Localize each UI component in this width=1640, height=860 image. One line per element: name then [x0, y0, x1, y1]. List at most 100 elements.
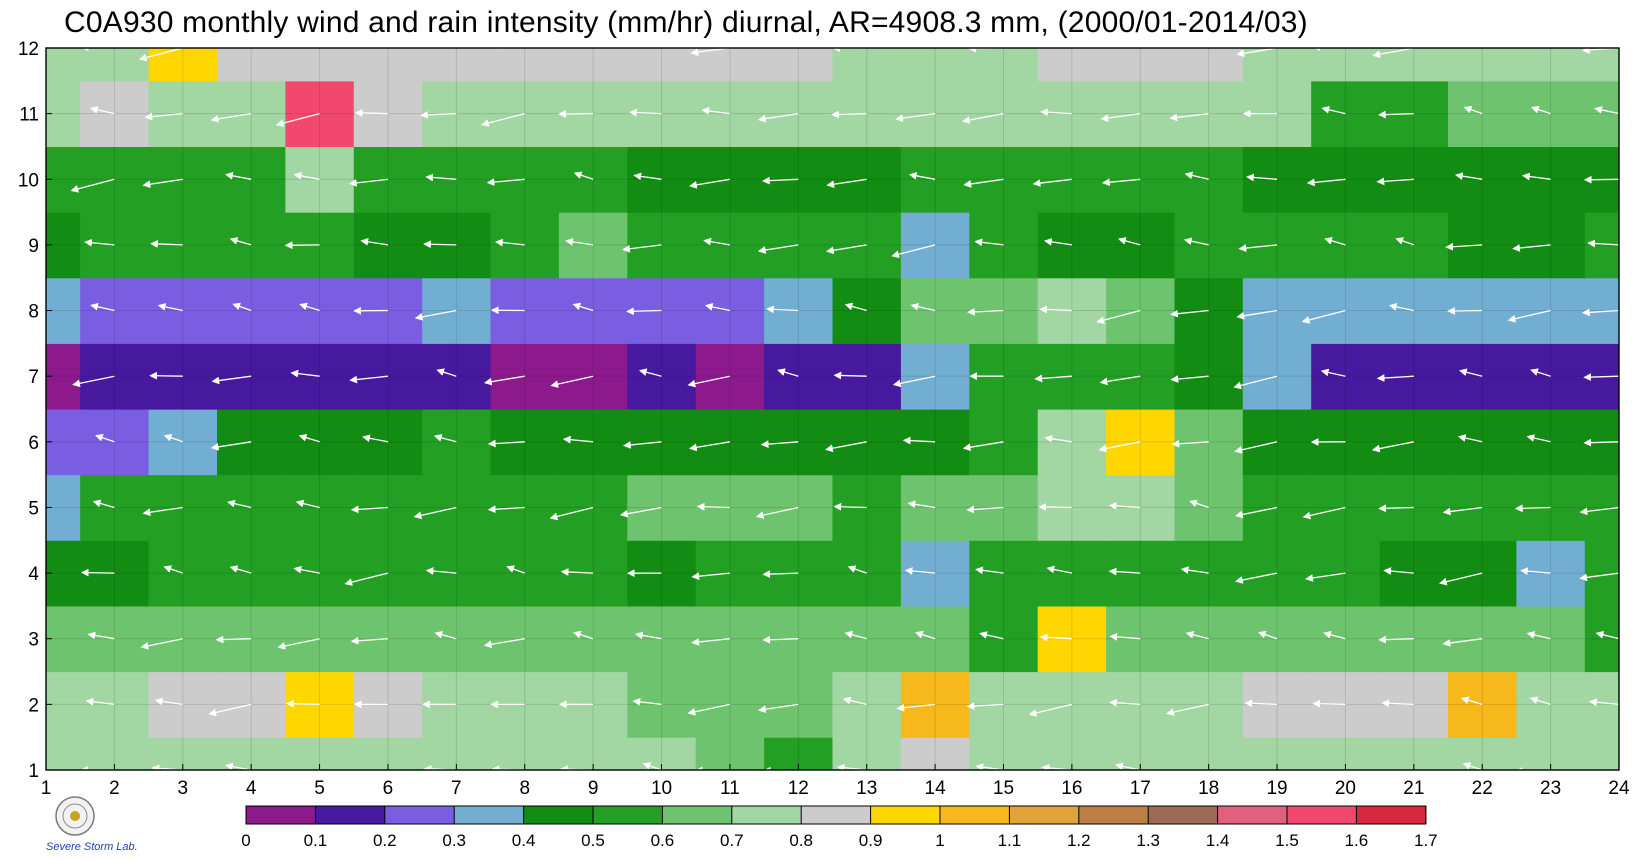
contour-cell: [422, 146, 492, 213]
wind-arrow: [286, 699, 320, 708]
contour-cell: [1174, 277, 1244, 344]
wind-arrow: [1458, 368, 1483, 377]
x-tick-label: 20: [1335, 778, 1356, 799]
colorbar-swatch: [1356, 806, 1427, 824]
wind-arrow: [1594, 106, 1619, 115]
contour-cell: [422, 474, 492, 541]
colorbar-swatch: [662, 806, 733, 824]
contour-cell: [285, 671, 355, 738]
wind-arrow: [825, 244, 867, 255]
wind-arrow: [1115, 762, 1141, 770]
contour-plot-area: [46, 48, 1619, 770]
contour-cell: [969, 277, 1039, 344]
contour-cell: [832, 671, 902, 738]
wind-arrow: [1101, 178, 1141, 187]
contour-cell: [558, 343, 628, 410]
colorbar-swatch: [593, 806, 663, 824]
contour-cell: [832, 343, 902, 410]
wind-arrow: [910, 302, 936, 312]
x-tick-label: 22: [1472, 778, 1493, 799]
wind-arrow: [703, 237, 731, 246]
contour-cell: [1584, 48, 1619, 82]
wind-arrow: [1463, 105, 1483, 115]
wind-arrow: [626, 307, 662, 316]
contour-cell: [832, 48, 902, 82]
wind-arrow: [1378, 635, 1414, 644]
wind-arrow: [1376, 374, 1414, 382]
contour-cell: [627, 212, 697, 279]
contour-cell: [148, 212, 218, 279]
wind-arrow: [892, 375, 936, 388]
wind-arrow: [974, 238, 1004, 247]
contour-cell: [1379, 48, 1449, 82]
wind-arrow: [1098, 441, 1141, 453]
contour-cell: [627, 474, 697, 541]
contour-cell: [1311, 277, 1381, 344]
wind-arrow: [1099, 375, 1141, 386]
wind-arrow: [85, 697, 115, 706]
wind-arrow: [1183, 237, 1209, 246]
contour-cell: [1106, 212, 1176, 279]
y-tick-label: 4: [28, 564, 39, 585]
wind-arrow: [425, 173, 457, 182]
contour-cell: [217, 48, 286, 82]
wind-arrow: [232, 302, 252, 312]
contour-cell: [900, 671, 970, 738]
wind-arrow: [1238, 244, 1278, 252]
wind-arrow: [762, 570, 799, 578]
contour-cell: [695, 540, 765, 607]
wind-arrow: [506, 565, 525, 574]
contour-cell: [422, 605, 492, 673]
wind-arrow: [622, 244, 662, 253]
wind-arrow: [1438, 572, 1483, 586]
contour-cell: [1242, 212, 1312, 279]
wind-arrow: [1108, 698, 1141, 707]
contour-cell: [969, 671, 1039, 738]
colorbar-tick-label: 1.1: [998, 831, 1022, 850]
contour-cell: [1106, 474, 1176, 541]
wind-arrow: [1454, 172, 1483, 180]
wind-arrow: [1529, 696, 1551, 706]
contour-cell: [627, 343, 697, 410]
wind-arrow: [1034, 374, 1072, 383]
wind-arrow: [962, 441, 1004, 452]
wind-arrow: [963, 178, 1004, 188]
wind-arrow: [1109, 632, 1141, 641]
wind-arrow: [1583, 373, 1619, 381]
wind-arrow: [1447, 307, 1483, 315]
wind-arrow: [1583, 175, 1619, 184]
contour-cell: [353, 540, 423, 607]
wind-arrow: [494, 238, 525, 247]
contour-cell: [627, 80, 697, 147]
contour-cell: [422, 48, 492, 82]
colorbar-tick-label: 0.4: [512, 831, 536, 850]
wind-arrow: [634, 631, 662, 640]
contour-cell: [1311, 146, 1381, 213]
wind-arrow: [691, 572, 730, 581]
contour-cell: [490, 474, 560, 541]
wind-arrow: [210, 112, 252, 123]
wind-arrow: [87, 631, 115, 640]
wind-arrow: [642, 762, 662, 770]
contour-cell: [285, 409, 355, 476]
contour-cell: [1311, 48, 1381, 82]
contour-cell: [1379, 343, 1449, 410]
contour-cell: [1584, 605, 1619, 673]
contour-cell: [1242, 48, 1312, 82]
contour-cell: [764, 409, 834, 476]
contour-cell: [1516, 277, 1586, 344]
contour-cell: [217, 277, 286, 344]
wind-arrow: [826, 178, 867, 189]
contour-cell: [1106, 540, 1176, 607]
colorbar-tick-label: 0.9: [859, 831, 883, 850]
wind-arrow: [619, 506, 662, 518]
colorbar-swatch: [1009, 806, 1080, 824]
contour-cell: [285, 48, 355, 82]
x-axis-ticks: 1 2 3 4 5 6 7 8 9 10 11 12 13 14 15 16 17 18 19 20 21 22 23 24: [41, 764, 1630, 799]
contour-cell: [1037, 277, 1107, 344]
wind-arrow: [80, 568, 115, 577]
wind-arrow: [1180, 566, 1209, 574]
contour-cell: [764, 343, 834, 410]
contour-cell: [558, 146, 628, 213]
lab-name: Severe Storm Lab.: [46, 841, 138, 853]
